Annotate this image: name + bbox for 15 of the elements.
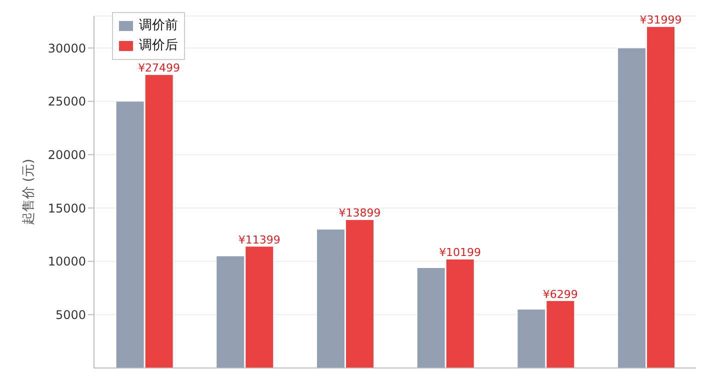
y-tick-label: 25000 bbox=[48, 94, 86, 109]
y-axis-title: 起售价 (元) bbox=[22, 158, 37, 226]
y-tick-label: 15000 bbox=[48, 201, 86, 216]
data-label: ¥6299 bbox=[542, 288, 578, 301]
y-tick-label: 5000 bbox=[55, 308, 86, 322]
data-label: ¥31999 bbox=[640, 14, 682, 27]
data-label: ¥10199 bbox=[439, 246, 482, 260]
data-label: ¥27499 bbox=[138, 62, 180, 75]
legend-label: 调价后 bbox=[139, 37, 178, 55]
y-tick-label: 20000 bbox=[48, 148, 86, 162]
y-tick-label: 30000 bbox=[48, 41, 86, 56]
legend-label: 调价前 bbox=[139, 17, 178, 35]
y-tick-label: 10000 bbox=[48, 254, 86, 269]
data-label: ¥13899 bbox=[338, 206, 381, 220]
data-label: ¥11399 bbox=[238, 233, 280, 246]
